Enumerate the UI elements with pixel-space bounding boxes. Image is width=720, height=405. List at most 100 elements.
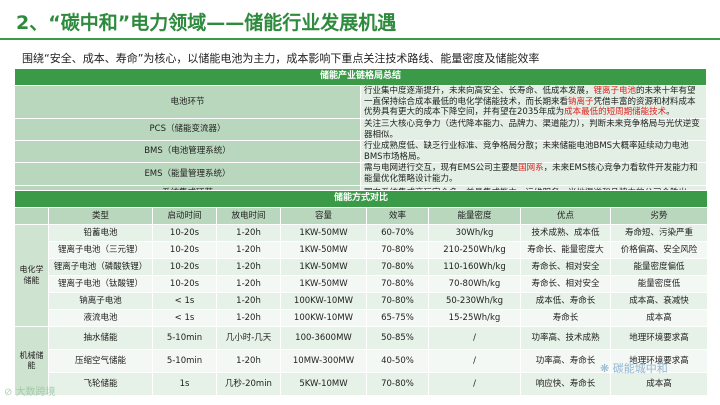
column-header: 容量 — [280, 207, 367, 225]
table-cell: 功率高、寿命长 — [520, 349, 611, 373]
table-cell: 寿命短、污染严重 — [609, 224, 709, 242]
column-header: 类型 — [48, 207, 153, 225]
column-header: 劣势 — [609, 207, 709, 225]
table-cell: 70-80% — [366, 241, 429, 259]
table-cell: 1KW-50MW — [280, 224, 367, 242]
table-cell: 15-25Wh/kg — [428, 309, 521, 327]
chain-row-desc: 关注三大核心竞争力（迭代降本能力、品牌力、渠道能力），判断未来竞争格局与光伏逆变… — [360, 117, 707, 142]
table-cell: 响应快、寿命长 — [520, 372, 611, 396]
table-row: 锂离子电池（磷酸铁锂） 10-20s 1-20h 1KW-50MW 70-80% 110-… — [15, 258, 709, 276]
table-cell: 锂离子电池（三元锂） — [48, 241, 153, 259]
table-cell: 1-20h — [216, 292, 281, 310]
table-cell: 成本高 — [609, 309, 709, 327]
table-cell: 几小时-几天 — [216, 326, 281, 350]
table-cell: 210-250Wh/kg — [428, 241, 521, 259]
table-cell: 价格偏高、安全风险 — [609, 241, 709, 259]
table-cell: 50-230Wh/kg — [428, 292, 521, 310]
table-cell: 抽水储能 — [48, 326, 153, 350]
table-cell: 70-80% — [366, 275, 429, 293]
table-cell: 1-20h — [216, 241, 281, 259]
table-cell: 1-20h — [216, 224, 281, 242]
table-cell: 70-80% — [366, 292, 429, 310]
table-cell: 5-10min — [152, 349, 217, 373]
chain-row-name: PCS（储能变流器） — [14, 117, 361, 142]
table-cell: 100-3600MW — [280, 326, 367, 350]
table-cell: 65-75% — [366, 309, 429, 327]
table-cell: 110-160Wh/kg — [428, 258, 521, 276]
chain-row-name: 电池环节 — [14, 85, 361, 119]
table-row: 钠离子电池 < 1s 1-20h 100KW-10MW 70-80% 50-230Wh/k… — [15, 292, 709, 310]
table-cell: 100KW-10MW — [280, 292, 367, 310]
table-cell: 地理环境要求高 — [609, 326, 709, 350]
table-cell: 寿命长、相对安全 — [520, 275, 611, 293]
table-row: EMS（能量管理系统） 需与电网进行交互，现有EMS公司主要是国网系，未来EMS… — [14, 162, 707, 186]
watermark-logo-left: ⊘ 大数跨境 — [4, 387, 56, 398]
table-row: 机械储能 抽水储能 5-10min 几小时-几天 100-3600MW 50-85% / 功率… — [14, 326, 709, 396]
column-header: 放电时间 — [216, 207, 281, 225]
table-cell: 液流电池 — [48, 309, 153, 327]
table-row: PCS（储能变流器） 关注三大核心竞争力（迭代降本能力、品牌力、渠道能力），判断… — [14, 117, 707, 142]
table-cell: 锂离子电池（钛酸锂） — [48, 275, 153, 293]
page-title: 2、“碳中和”电力领域——储能行业发展机遇 — [16, 12, 397, 34]
table-row: 压缩空气储能 5-10min 1-20h 10MW-300MW 40-50% / 功率高、寿… — [15, 349, 709, 373]
column-header-row: 类型 启动时间 放电时间 容量 效率 能量密度 优点 劣势 — [14, 207, 709, 225]
table-cell: 1-20h — [216, 258, 281, 276]
category-cell: 机械储能 — [14, 326, 49, 396]
table-cell: 5-10min — [152, 326, 217, 350]
category-cell: 电化学储能 — [14, 224, 49, 327]
chain-header: 储能产业链格局总结 — [14, 68, 707, 86]
table-cell: / — [428, 349, 521, 373]
title-underline — [0, 38, 720, 40]
table-row: 锂离子电池（钛酸锂） 10-20s 1-20h 1KW-50MW 70-80% 70-80… — [15, 275, 709, 293]
table-row: 液流电池 < 1s 1-20h 100KW-10MW 65-75% 15-25Wh/kg 寿… — [15, 309, 709, 327]
table-cell: 飞轮储能 — [48, 372, 153, 396]
table-cell: 10-20s — [152, 241, 217, 259]
table-cell: 寿命长 — [520, 309, 611, 327]
table-cell: 70-80Wh/kg — [428, 275, 521, 293]
table-cell: 1-20h — [216, 309, 281, 327]
table-cell: 成本高、衰减快 — [609, 292, 709, 310]
table-cell: 1-20h — [216, 349, 281, 373]
table-cell: 锂离子电池（磷酸铁锂） — [48, 258, 153, 276]
column-header: 效率 — [366, 207, 429, 225]
industry-chain-table: 储能产业链格局总结 电池环节 行业集中度逐渐提升，未来向高安全、长寿命、低成本发… — [14, 68, 707, 203]
column-header: 启动时间 — [152, 207, 217, 225]
table-cell: 10-20s — [152, 224, 217, 242]
table-cell: 10MW-300MW — [280, 349, 367, 373]
table-cell: 寿命长、相对安全 — [520, 258, 611, 276]
table-cell: < 1s — [152, 292, 217, 310]
table-cell: 70-80% — [366, 258, 429, 276]
table-cell: 1KW-50MW — [280, 258, 367, 276]
chain-row-desc: 行业成熟度低、缺乏行业标准、竞争格局分散；未来储能电池BMS大概率延续动力电池B… — [360, 140, 707, 164]
storage-header: 储能方式对比 — [13, 190, 709, 208]
column-header: 能量密度 — [428, 207, 521, 225]
column-header: 优点 — [520, 207, 611, 225]
chain-row-name: EMS（能量管理系统） — [14, 162, 361, 186]
chain-row-desc: 需与电网进行交互，现有EMS公司主要是国网系，未来EMS核心竞争力看软件开发能力… — [360, 162, 707, 186]
table-cell: 寿命长、能量密度大 — [520, 241, 611, 259]
table-cell: 30Wh/kg — [428, 224, 521, 242]
table-cell: 1s — [152, 372, 217, 396]
table-cell: 70-80% — [366, 372, 429, 396]
table-cell: 技术成熟、成本低 — [520, 224, 611, 242]
table-cell: < 1s — [152, 309, 217, 327]
table-cell: 功率高、技术成熟 — [520, 326, 611, 350]
watermark-logo-right: ❋ 碳能城中和 — [600, 362, 668, 375]
column-header-blank — [14, 207, 49, 225]
table-cell: 10-20s — [152, 258, 217, 276]
table-cell: 成本高 — [609, 372, 709, 396]
table-row: 电池环节 行业集中度逐渐提升，未来向高安全、长寿命、低成本发展，锂离子电池的未来… — [14, 85, 707, 119]
table-row: 电化学储能 铅蓄电池 10-20s 1-20h 1KW-50MW 60-70% 30Wh/k… — [14, 224, 709, 327]
table-cell: 压缩空气储能 — [48, 349, 153, 373]
table-cell: 60-70% — [366, 224, 429, 242]
table-cell: 1KW-50MW — [280, 241, 367, 259]
table-cell: 铅蓄电池 — [48, 224, 153, 242]
table-row: 锂离子电池（三元锂） 10-20s 1-20h 1KW-50MW 70-80% 210-2… — [15, 241, 709, 259]
storage-comparison-table: 储能方式对比 类型 启动时间 放电时间 容量 效率 能量密度 优点 劣势 电化学储能 铅蓄电池 1… — [13, 190, 709, 396]
table-cell: 10-20s — [152, 275, 217, 293]
table-cell: 能量密度偏低 — [609, 258, 709, 276]
table-row: BMS（电池管理系统） 行业成熟度低、缺乏行业标准、竞争格局分散；未来储能电池B… — [14, 140, 707, 164]
table-cell: 40-50% — [366, 349, 429, 373]
table-cell: / — [428, 326, 521, 350]
table-cell: 100KW-10MW — [280, 309, 367, 327]
